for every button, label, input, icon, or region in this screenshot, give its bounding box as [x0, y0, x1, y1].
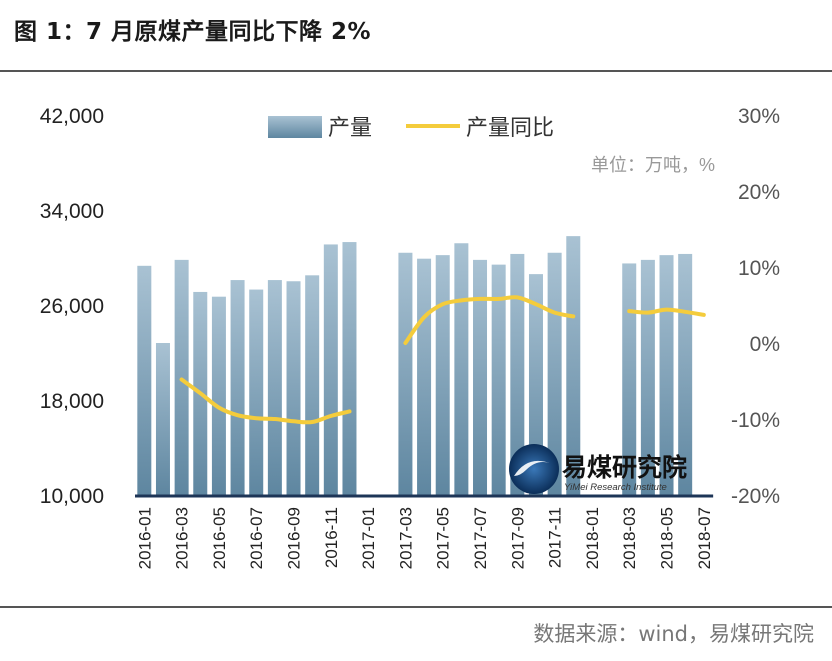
bar-2016-07 — [249, 289, 264, 495]
legend-label-output: 产量 — [328, 115, 372, 140]
legend-bar-swatch — [268, 116, 322, 138]
bar-series — [137, 236, 693, 496]
watermark-logo: 易煤研究院 YiMei Research Institute — [509, 444, 687, 494]
bar-2016-03 — [174, 259, 189, 496]
bar-2017-09 — [510, 253, 525, 495]
legend-label-yoy: 产量同比 — [466, 115, 554, 140]
unit-label: 单位：万吨，% — [591, 155, 715, 175]
left-tick-label: 34,000 — [40, 200, 104, 223]
x-tick-label: 2018-05 — [658, 507, 677, 569]
left-tick-label: 42,000 — [40, 105, 104, 128]
right-axis: 30% 20% 10% 0% -10% -20% — [731, 105, 780, 508]
bar-2017-10 — [528, 274, 543, 495]
x-tick-label: 2017-03 — [396, 507, 415, 569]
bar-2017-12 — [566, 236, 581, 496]
x-tick-label: 2017-01 — [359, 507, 378, 569]
left-tick-label: 18,000 — [40, 390, 104, 413]
x-tick-label: 2017-09 — [508, 507, 527, 569]
x-tick-label: 2018-03 — [620, 507, 639, 569]
bar-2017-05 — [435, 255, 450, 496]
top-divider — [0, 70, 832, 72]
x-tick-label: 2016-09 — [285, 507, 304, 569]
right-tick-label: 0% — [750, 333, 780, 356]
left-tick-label: 10,000 — [40, 485, 104, 508]
x-tick-label: 2016-03 — [173, 507, 192, 569]
right-tick-label: 10% — [738, 257, 780, 280]
right-tick-label: -20% — [731, 485, 780, 508]
bar-2016-06 — [230, 280, 245, 495]
source-note: 数据来源：wind，易煤研究院 — [533, 622, 814, 646]
x-tick-label: 2016-11 — [322, 507, 341, 568]
bar-2016-12 — [342, 242, 357, 495]
bar-2017-06 — [454, 243, 469, 495]
x-tick-label: 2017-05 — [434, 507, 453, 569]
bottom-divider — [0, 606, 832, 608]
bar-2016-02 — [155, 343, 170, 495]
x-tick-label: 2017-11 — [546, 507, 565, 568]
logo-subtitle: YiMei Research Institute — [564, 482, 667, 493]
chart-title: 图 1：7 月原煤产量同比下降 2% — [14, 19, 372, 45]
right-tick-label: 30% — [738, 105, 780, 128]
bar-2016-09 — [286, 281, 301, 495]
bar-2017-08 — [491, 264, 506, 495]
bar-2017-04 — [417, 258, 432, 495]
bar-2018-03 — [622, 263, 637, 495]
right-tick-label: 20% — [738, 181, 780, 204]
bar-2018-05 — [659, 255, 674, 496]
bar-2018-04 — [640, 259, 655, 496]
left-tick-label: 26,000 — [40, 295, 104, 318]
bar-2017-03 — [398, 252, 413, 495]
x-axis: 2016-01 2016-03 2016-05 2016-07 2016-09 2016-… — [135, 507, 714, 569]
logo-wave-icon — [514, 460, 552, 476]
x-tick-label: 2018-07 — [695, 507, 714, 569]
bar-2016-08 — [267, 280, 282, 495]
x-tick-label: 2018-01 — [583, 507, 602, 569]
logo-name: 易煤研究院 — [562, 453, 687, 482]
x-tick-label: 2016-07 — [247, 507, 266, 569]
bar-2016-10 — [305, 275, 320, 495]
bar-2017-07 — [473, 259, 488, 496]
bar-2016-05 — [211, 296, 226, 495]
x-tick-label: 2017-07 — [471, 507, 490, 569]
logo-icon — [509, 444, 559, 494]
bar-2016-11 — [323, 244, 338, 495]
x-tick-label: 2016-05 — [210, 507, 229, 569]
x-tick-label: 2016-01 — [135, 507, 154, 569]
yoy-line-series — [179, 295, 706, 425]
left-axis: 42,000 34,000 26,000 18,000 10,000 — [40, 105, 104, 508]
bar-2016-01 — [137, 265, 152, 495]
chart: 42,000 34,000 26,000 18,000 10,000 30% 20% 10%… — [40, 105, 780, 569]
legend: 产量 产量同比 — [268, 115, 554, 140]
right-tick-label: -10% — [731, 409, 780, 432]
